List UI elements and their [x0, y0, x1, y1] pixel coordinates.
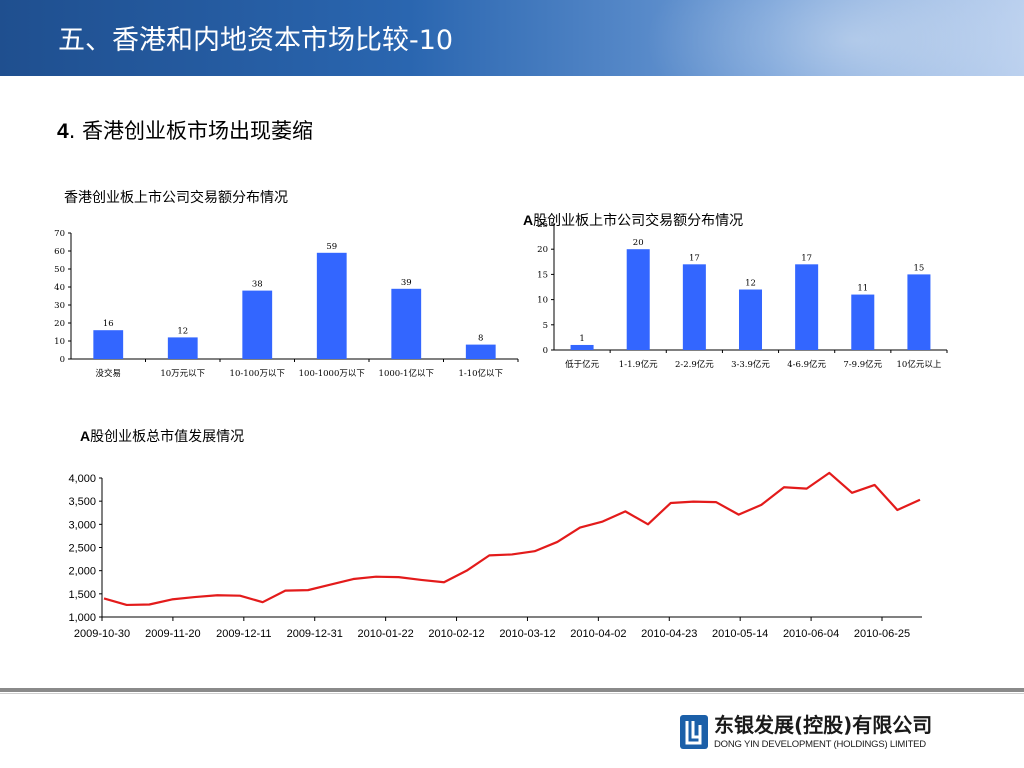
- market-cap-chart-title-text: 股创业板总市值发展情况: [90, 429, 245, 445]
- line-x-tick-label: 2010-01-22: [357, 628, 413, 640]
- hk-data-label: 38: [252, 280, 263, 290]
- line-y-tick-label: 2,500: [68, 543, 96, 555]
- a-share-bar: [795, 264, 819, 350]
- line-x-tick-label: 2010-06-04: [783, 628, 839, 640]
- a-share-bar: [626, 249, 650, 350]
- a-share-data-label: 1: [579, 334, 584, 344]
- hk-data-label: 8: [478, 334, 483, 344]
- hk-data-label: 39: [401, 278, 412, 288]
- a-share-y-tick-label: 20: [537, 245, 548, 255]
- hk-y-tick-label: 20: [54, 319, 65, 329]
- hk-x-tick-label: 1-10亿以下: [458, 368, 503, 379]
- a-share-bar: [907, 274, 931, 350]
- hk-data-label: 12: [177, 326, 188, 336]
- section-heading: 4. 香港创业板市场出现萎缩: [57, 116, 313, 147]
- line-x-tick-label: 2009-12-31: [287, 628, 343, 640]
- hk-bar: [391, 288, 422, 359]
- hk-chart-title: 香港创业板上市公司交易额分布情况: [64, 190, 288, 206]
- line-y-tick-label: 3,000: [68, 519, 96, 531]
- line-x-tick-label: 2010-02-12: [428, 628, 484, 640]
- hk-bar: [167, 337, 198, 359]
- a-share-bar: [570, 344, 594, 350]
- hk-y-tick-label: 70: [54, 229, 65, 239]
- line-y-tick-label: 2,000: [68, 566, 96, 578]
- market-cap-chart-title: A股创业板总市值发展情况: [80, 427, 244, 446]
- hk-x-tick-label: 10万元以下: [160, 369, 205, 379]
- a-share-data-label: 17: [689, 253, 700, 263]
- hk-data-label: 59: [326, 242, 337, 252]
- company-name-en: DONG YIN DEVELOPMENT (HOLDINGS) LIMITED: [714, 739, 926, 750]
- line-x-tick-label: 2009-10-30: [74, 628, 130, 640]
- a-share-x-tick-label: 低于亿元: [565, 359, 600, 370]
- hk-bar: [93, 330, 124, 359]
- line-x-tick-label: 2010-03-12: [499, 628, 555, 640]
- a-share-data-label: 12: [745, 279, 756, 289]
- a-share-x-tick-label: 4-6.9亿元: [787, 359, 826, 370]
- line-x-tick-label: 2010-06-25: [854, 628, 910, 640]
- hk-x-tick-label: 100-1000万以下: [299, 369, 366, 379]
- page-title: 五、香港和内地资本市场比较-10: [58, 25, 454, 56]
- a-share-bar: [682, 264, 706, 350]
- footer-divider-thin: [0, 693, 1024, 694]
- a-share-data-label: 17: [801, 253, 812, 263]
- hk-bar: [316, 252, 347, 359]
- a-share-data-label: 15: [914, 263, 925, 273]
- market-cap-series-line: [103, 471, 921, 607]
- section-number: 4: [57, 120, 69, 143]
- line-y-tick-label: 1,000: [68, 612, 96, 624]
- line-y-tick-label: 4,000: [68, 473, 96, 485]
- company-logo: 东银发展(控股)有限公司 DONG YIN DEVELOPMENT (HOLDI…: [680, 713, 932, 753]
- section-text: . 香港创业板市场出现萎缩: [68, 119, 314, 143]
- hk-x-tick-label: 1000-1亿以下: [379, 368, 435, 379]
- a-share-y-tick-label: 15: [537, 270, 548, 280]
- a-share-x-tick-label: 1-1.9亿元: [619, 359, 658, 370]
- a-share-bar: [738, 289, 763, 350]
- market-cap-chart-title-prefix: A: [80, 428, 91, 444]
- a-share-x-tick-label: 2-2.9亿元: [675, 359, 714, 370]
- a-share-data-label: 11: [857, 284, 868, 294]
- a-share-x-tick-label: 7-9.9亿元: [843, 359, 882, 370]
- line-x-tick-label: 2010-04-02: [570, 628, 626, 640]
- a-share-y-tick-label: 5: [543, 321, 548, 331]
- hk-bar: [242, 290, 273, 359]
- header-banner: 五、香港和内地资本市场比较-10: [0, 0, 1024, 76]
- a-share-data-label: 20: [633, 238, 644, 248]
- footer-divider: [0, 688, 1024, 692]
- line-x-tick-label: 2009-11-20: [145, 628, 200, 640]
- line-x-tick-label: 2009-12-11: [216, 628, 271, 640]
- a-share-x-tick-label: 3-3.9亿元: [731, 359, 770, 370]
- hk-y-tick-label: 40: [54, 283, 65, 293]
- hk-bar: [465, 344, 496, 359]
- banner-glow: [644, 0, 1024, 76]
- hk-y-tick-label: 50: [54, 265, 65, 275]
- hk-y-tick-label: 30: [54, 301, 65, 311]
- line-y-tick-label: 1,500: [68, 589, 96, 601]
- a-share-y-tick-label: 10: [537, 296, 548, 306]
- hk-x-tick-label: 10-100万以下: [230, 369, 286, 379]
- hk-y-tick-label: 60: [54, 247, 65, 257]
- a-share-y-tick-label: 25: [537, 220, 548, 230]
- a-share-chart-title-text: 股创业板上市公司交易额分布情况: [533, 213, 744, 229]
- hk-data-label: 16: [103, 319, 114, 329]
- company-logo-icon: [680, 715, 708, 749]
- hk-x-tick-label: 没交易: [95, 368, 121, 379]
- hk-y-tick-label: 10: [54, 337, 65, 347]
- line-x-tick-label: 2010-05-14: [712, 628, 768, 640]
- line-y-tick-label: 3,500: [68, 496, 96, 508]
- a-share-bar: [851, 294, 875, 350]
- company-name-cn: 东银发展(控股)有限公司: [714, 713, 933, 737]
- hk-y-tick-label: 0: [60, 355, 65, 365]
- a-share-x-tick-label: 10亿元以上: [897, 359, 942, 370]
- a-share-y-tick-label: 0: [543, 346, 548, 356]
- a-share-chart-title-prefix: A: [523, 212, 534, 228]
- a-share-chart-title: A股创业板上市公司交易额分布情况: [523, 211, 743, 230]
- line-x-tick-label: 2010-04-23: [641, 628, 697, 640]
